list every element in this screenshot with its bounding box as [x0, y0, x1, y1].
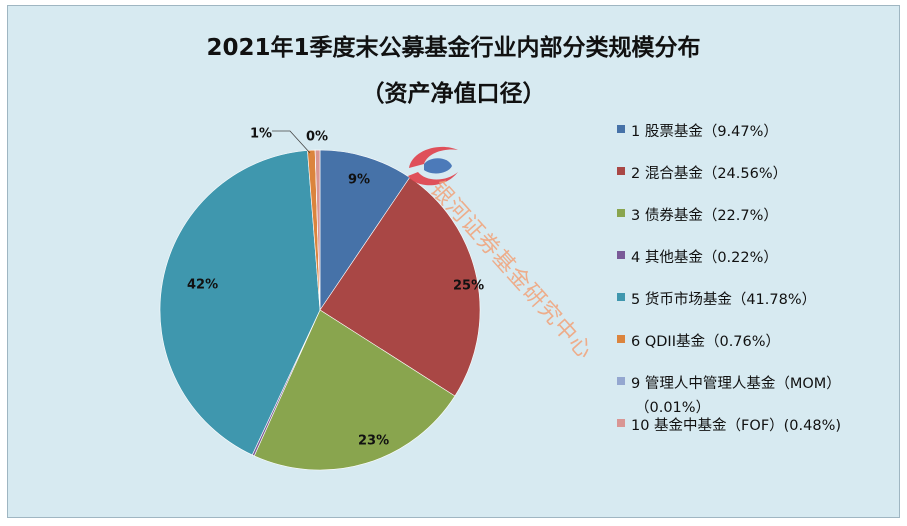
- chart-subtitle: （资产净值口径）: [361, 81, 546, 107]
- legend-swatch: [617, 209, 625, 217]
- pie-slice: [159, 150, 321, 456]
- legend-label: 5 货币市场基金（41.78%）: [631, 292, 817, 308]
- legend-swatch: [617, 125, 625, 133]
- legend-swatch: [617, 251, 625, 259]
- pie-slice: [319, 149, 411, 311]
- pie-slice: [253, 309, 456, 471]
- chart-title: 2021年1季度末公募基金行业内部分类规模分布: [206, 35, 701, 61]
- leader-line: [272, 130, 311, 154]
- legend-swatch: [617, 335, 625, 343]
- legend-swatch: [617, 167, 625, 175]
- data-label: 0%: [306, 130, 328, 145]
- legend-label: 9 管理人中管理人基金（MOM）: [631, 376, 841, 392]
- data-label: 42%: [187, 278, 218, 293]
- legend-label: （0.01%）: [635, 400, 711, 416]
- data-label: 9%: [348, 173, 370, 188]
- legend-swatch: [617, 419, 625, 427]
- legend-label: 10 基金中基金（FOF）(0.48%): [631, 418, 842, 434]
- legend-label: 6 QDII基金（0.76%）: [631, 334, 781, 350]
- data-label: 25%: [453, 279, 484, 294]
- watermark-logo-icon: [408, 146, 458, 186]
- data-label: 1%: [250, 127, 272, 142]
- pie-slice: [319, 177, 481, 397]
- legend-label: 3 债券基金（22.7%）: [631, 208, 778, 224]
- legend-swatch: [617, 377, 625, 385]
- pie-slice: [314, 149, 321, 311]
- data-label: 23%: [358, 434, 389, 449]
- legend-label: 4 其他基金（0.22%）: [631, 250, 778, 266]
- legend-swatch: [617, 293, 625, 301]
- legend-label: 2 混合基金（24.56%）: [631, 166, 788, 182]
- legend-label: 1 股票基金（9.47%）: [631, 124, 778, 140]
